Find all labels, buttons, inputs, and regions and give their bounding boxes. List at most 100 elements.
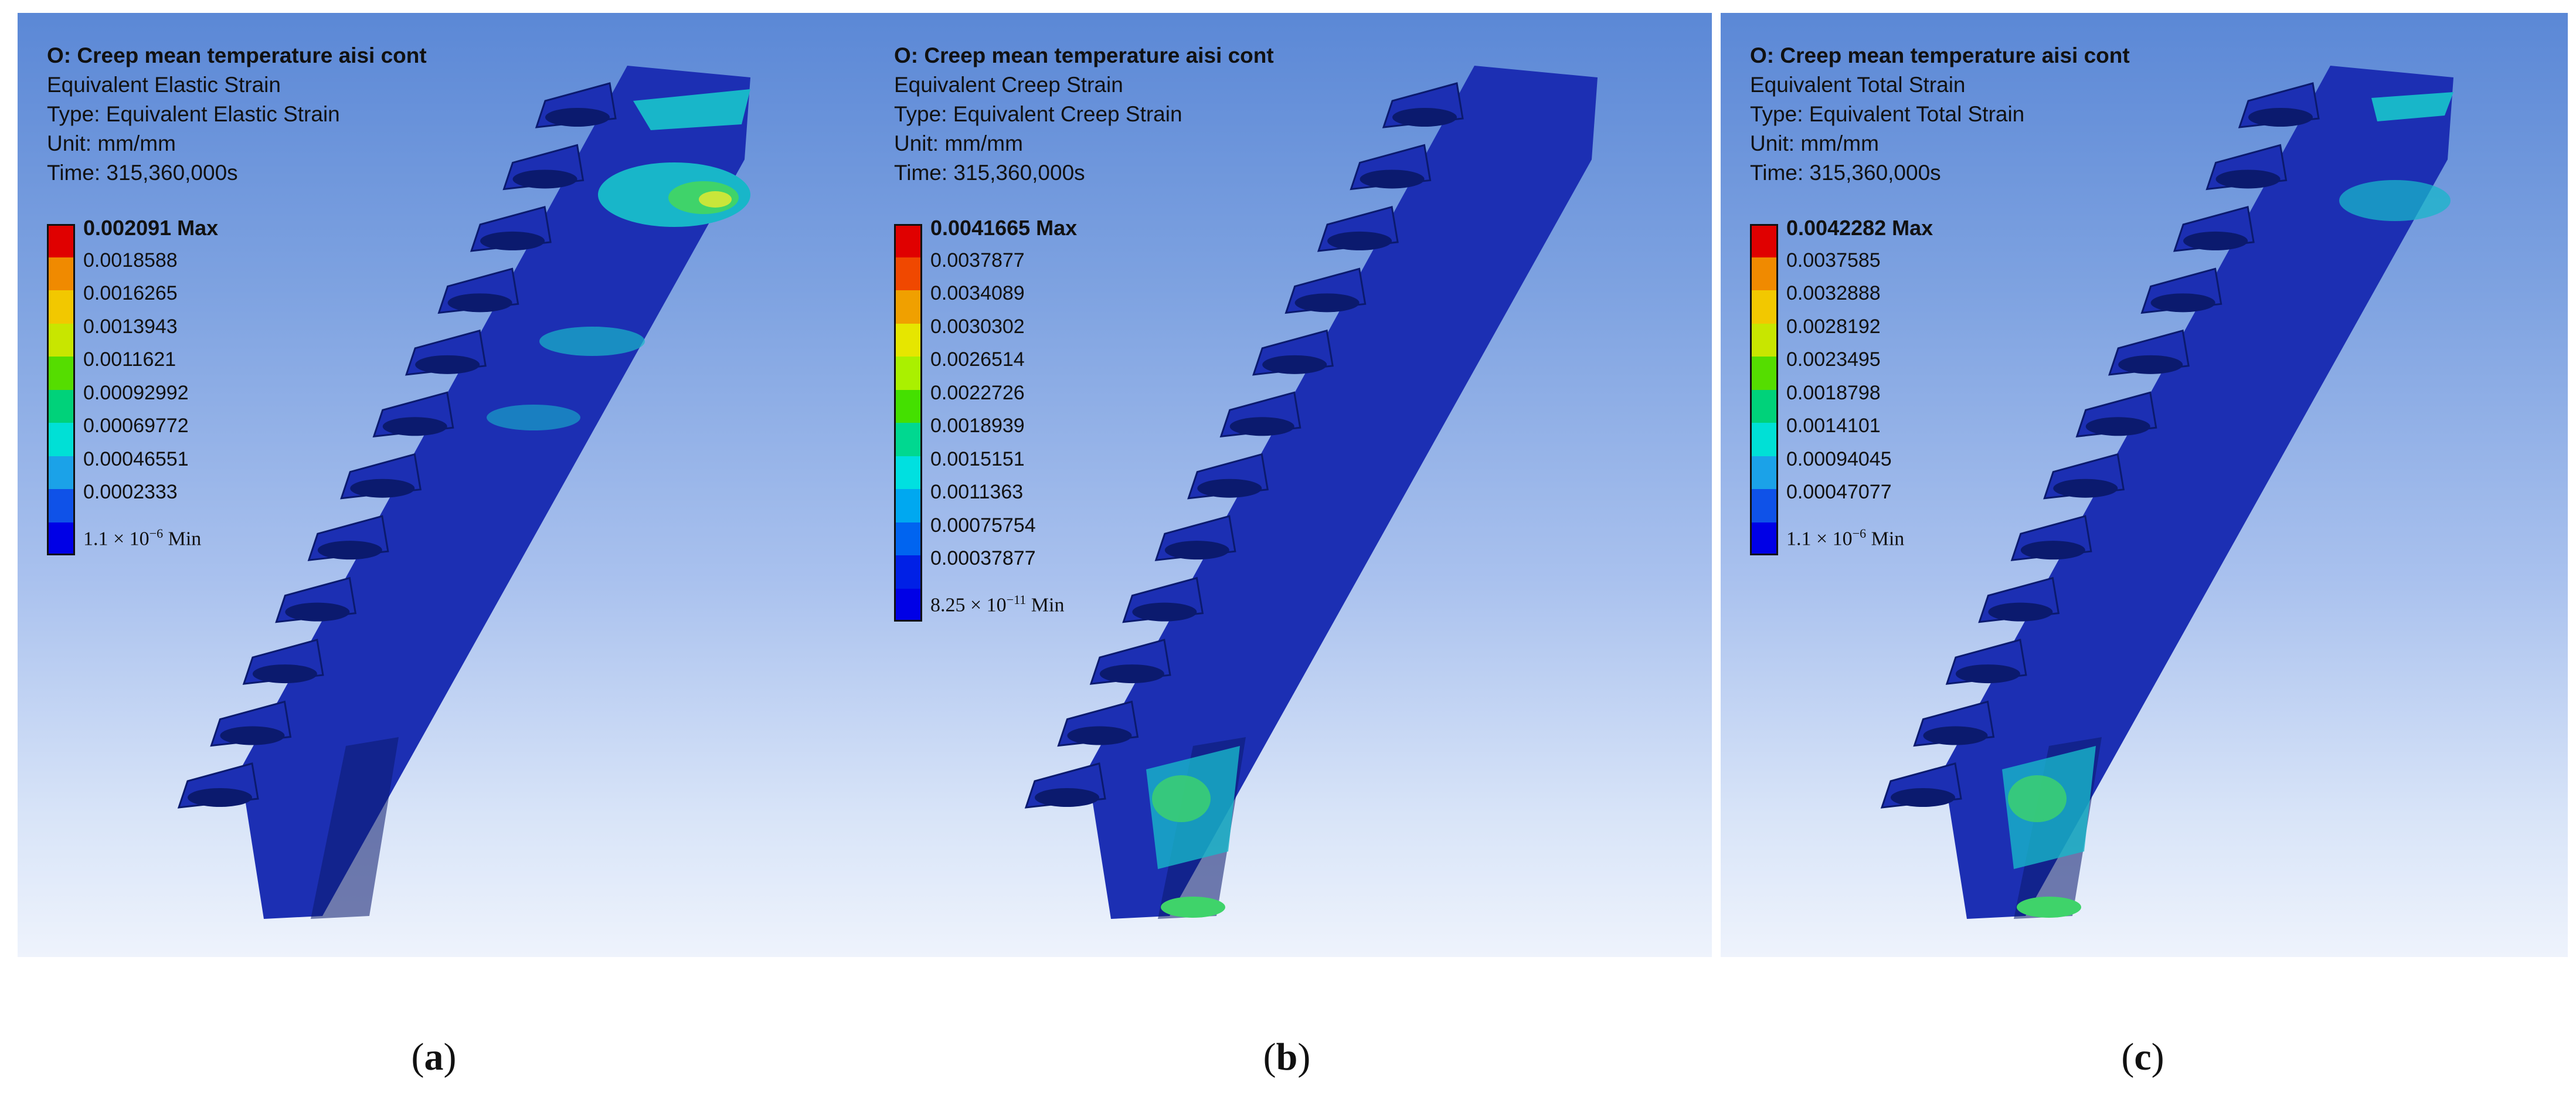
thread-shadow: [1099, 664, 1164, 684]
strain-hotspot: [2008, 775, 2067, 822]
legend-swatch: [1750, 389, 1778, 423]
result-type: Type: Equivalent Elastic Strain: [47, 102, 340, 126]
thread-shadow: [317, 541, 382, 560]
legend-swatch: [894, 588, 922, 622]
thread-shadow: [2118, 355, 2183, 374]
legend-swatch: [47, 456, 75, 489]
strain-hotspot: [2339, 180, 2451, 221]
legend-label: 0.0037877: [930, 249, 1025, 272]
legend-label: 0.00069772: [83, 415, 189, 437]
thread-shadow: [2085, 417, 2150, 436]
legend-label: 0.0002333: [83, 481, 178, 503]
legend-max-label: 0.0042282 Max: [1786, 216, 1933, 240]
panel-a: O: Creep mean temperature aisi cont Equi…: [18, 13, 865, 957]
strain-hotspot: [633, 89, 750, 130]
thread-shadow: [1132, 602, 1197, 622]
legend-swatch: [1750, 423, 1778, 456]
legend-label: 0.00094045: [1786, 447, 1892, 470]
legend-label: 0.00046551: [83, 447, 189, 470]
thread-shadow: [2150, 293, 2215, 313]
strain-hotspot: [2371, 92, 2453, 121]
legend-label: 0.0037585: [1786, 249, 1881, 272]
legend-swatch: [1750, 323, 1778, 357]
legend-max-label: 0.0041665 Max: [930, 216, 1078, 240]
legend-min-label: 1.1 × 10−6 Min: [1786, 526, 1904, 550]
screw-shaft: [1088, 66, 1598, 919]
legend-label: 0.00047077: [1786, 481, 1892, 503]
thread-shadow: [1229, 417, 1294, 436]
thread-shadow: [480, 231, 545, 250]
legend-min-base: 1.1 × 10: [1786, 527, 1853, 549]
legend-swatch: [894, 423, 922, 456]
legend-swatch: [47, 423, 75, 456]
legend-swatch: [1750, 290, 1778, 324]
strain-hotspot: [539, 327, 645, 356]
thread-shadow: [2215, 169, 2281, 189]
result-unit: Unit: mm/mm: [47, 131, 176, 155]
caption-b: (b): [1263, 1036, 1311, 1078]
result-name: Equivalent Elastic Strain: [47, 73, 281, 97]
legend-label: 0.0018798: [1786, 381, 1881, 404]
thread-shadow: [415, 355, 480, 374]
legend-label: 0.0022726: [930, 381, 1025, 404]
thread-shadow: [350, 479, 415, 498]
legend-swatch: [894, 522, 922, 555]
thread-shadow: [188, 788, 252, 807]
legend-label: 0.0014101: [1786, 415, 1881, 437]
thread-shadow: [220, 726, 285, 745]
thread-shadow: [545, 108, 610, 127]
legend-swatch: [1750, 257, 1778, 290]
legend-min-base: 8.25 × 10: [930, 593, 1007, 616]
legend-label: 0.0013943: [83, 315, 178, 338]
thread-shadow: [512, 169, 577, 189]
legend-swatch: [894, 290, 922, 324]
strain-hotspot: [1161, 897, 1225, 918]
result-header: O: Creep mean temperature aisi cont Equi…: [47, 41, 427, 188]
screw-body: [1880, 66, 2453, 919]
strain-hotspot: [2017, 897, 2081, 918]
thread-shadow: [1955, 664, 2020, 684]
legend-swatch: [1750, 224, 1778, 257]
thread-shadow: [1197, 479, 1262, 498]
legend-swatch: [894, 489, 922, 522]
legend-label: 0.0018939: [930, 415, 1025, 437]
thread-shadow: [1988, 602, 2053, 622]
result-time: Time: 315,360,000s: [1750, 161, 1941, 185]
legend-swatch: [1750, 357, 1778, 390]
legend-min-suffix: Min: [163, 527, 202, 549]
screw-body: [177, 66, 750, 919]
thread-shadow: [2053, 479, 2118, 498]
thread-shadow: [252, 664, 317, 684]
analysis-title: O: Creep mean temperature aisi cont: [1750, 43, 2130, 67]
legend-min-suffix: Min: [1026, 593, 1065, 616]
legend-min-exponent: −6: [149, 525, 164, 541]
strain-hotspot: [487, 405, 580, 430]
legend-swatch: [47, 224, 75, 257]
strain-hotspot: [699, 191, 732, 208]
thread-shadow: [1327, 231, 1392, 250]
legend-label: 0.0034089: [930, 282, 1025, 304]
legend-swatch: [894, 323, 922, 357]
result-time: Time: 315,360,000s: [894, 161, 1085, 185]
strain-hotspot: [1152, 775, 1211, 822]
panel-b: O: Creep mean temperature aisi cont Equi…: [865, 13, 1712, 957]
thread-shadow: [1067, 726, 1132, 745]
bone-screw-model-a: [177, 66, 750, 919]
screw-shaft: [1943, 66, 2453, 919]
legend-min-label: 8.25 × 10−11 Min: [930, 592, 1064, 616]
result-header: O: Creep mean temperature aisi cont Equi…: [894, 41, 1274, 188]
thread-shadow: [1392, 108, 1457, 127]
legend-min-exponent: −6: [1852, 525, 1867, 541]
thread-shadow: [1294, 293, 1360, 313]
legend-swatch: [894, 357, 922, 390]
legend-swatch: [894, 224, 922, 257]
legend-swatch: [47, 389, 75, 423]
legend-label: 0.0016265: [83, 282, 178, 304]
thread-shadow: [1923, 726, 1988, 745]
legend-swatch: [894, 456, 922, 489]
legend-min-exponent: −11: [1006, 592, 1027, 607]
bone-screw-model-b: [1024, 66, 1598, 919]
thread-shadow: [2020, 541, 2085, 560]
screw-body: [1024, 66, 1598, 919]
legend-label: 0.0030302: [930, 315, 1025, 338]
